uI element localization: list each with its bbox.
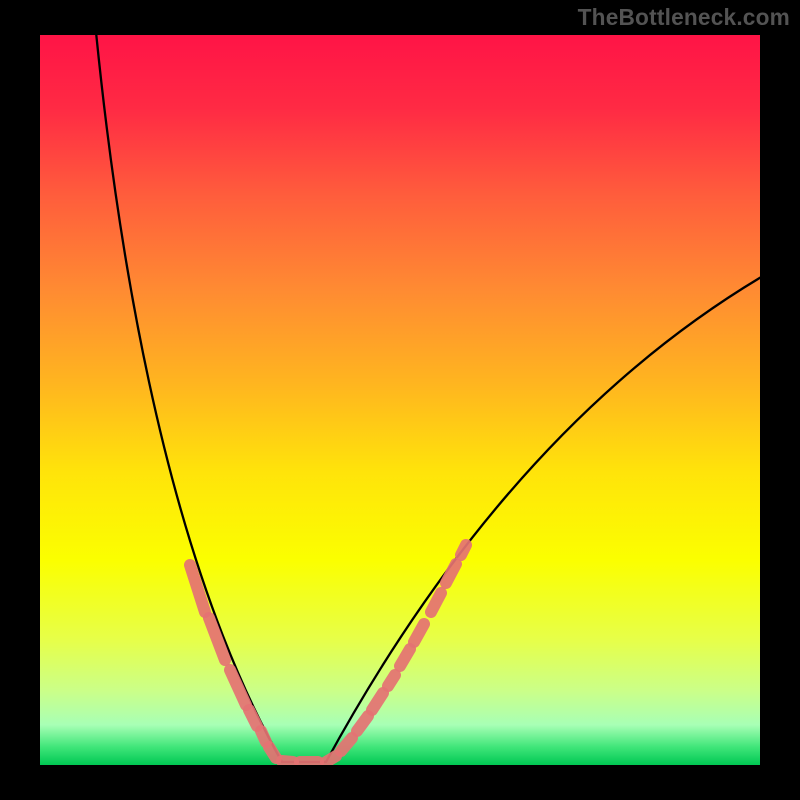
data-marker xyxy=(461,545,466,555)
data-marker xyxy=(341,738,352,751)
data-marker xyxy=(282,761,293,762)
chart-stage: TheBottleneck.com xyxy=(0,0,800,800)
data-marker xyxy=(261,731,266,742)
bottleneck-chart xyxy=(0,0,800,800)
data-marker xyxy=(249,710,257,726)
data-marker xyxy=(326,756,336,762)
watermark-text: TheBottleneck.com xyxy=(578,4,790,31)
data-marker xyxy=(269,747,276,758)
data-marker xyxy=(388,675,395,686)
